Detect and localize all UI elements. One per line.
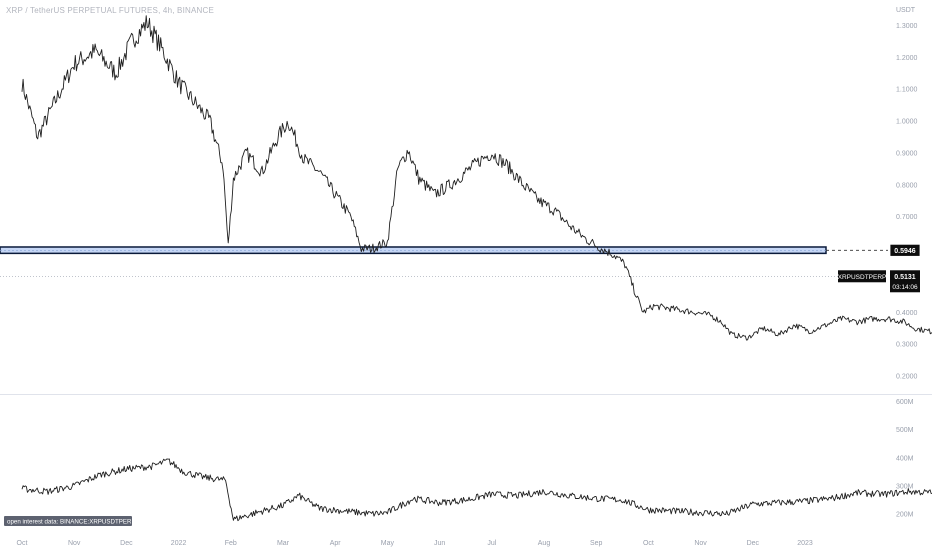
price-axis-tick-label: 1.3000 [896,23,918,30]
price-axis-tick-label: 0.2000 [896,374,918,381]
price-series-line [21,15,932,341]
price-axis-tick-label: 1.2000 [896,55,918,62]
time-axis-tick-label: Nov [68,540,81,547]
symbol-tag-label: XRPUSDTPERP [838,274,887,281]
oi-axis-tick-label: 400M [896,455,914,462]
time-axis-tick-label: Dec [747,540,760,547]
time-axis-tick-label: Apr [330,540,342,547]
time-axis-tick-label: Sep [590,540,603,547]
time-axis-tick-label: Feb [225,540,237,547]
current-price-tag-label: 0.5131 [894,274,916,281]
price-axis-tick-label: 0.3000 [896,342,918,349]
time-axis-tick-label: Oct [17,540,28,547]
overlay-layer: 0.5946 XRPUSDTPERP 0.5131 03:14:06 [838,243,921,293]
open-interest-legend-label: open interest data: BINANCE:XRPUSDTPERP_… [7,519,146,526]
time-axis-tick-label: 2022 [171,540,187,547]
price-axis-tick-label: 1.1000 [896,87,918,94]
current-price-tag: XRPUSDTPERP 0.5131 03:14:06 [838,270,920,293]
price-axis-tick-label: 1.0000 [896,119,918,126]
time-axis-tick-label: Aug [538,540,551,547]
level-price-tag: 0.5946 [889,243,921,257]
open-interest-legend-bg [4,516,132,526]
time-axis-tick-label: Dec [120,540,133,547]
oi-axis-tick-label: 200M [896,511,914,518]
price-axis-tick-label: 0.9000 [896,150,918,157]
price-axis-tick-label: 0.4000 [896,310,918,317]
level-price-tag-bg [889,243,921,257]
time-axis-tick-label: Jul [487,540,496,547]
price-chart[interactable] [0,15,932,341]
current-price-tag-bg [890,270,920,293]
price-axis-tick-label: 0.7000 [896,214,918,221]
time-axis-tick-label: May [381,540,395,547]
time-axis-tick-label: 2023 [797,540,813,547]
open-interest-series-line [21,458,932,522]
oi-axis-tick-label: 600M [896,399,914,406]
open-interest-chart[interactable]: open interest data: BINANCE:XRPUSDTPERP_… [4,411,932,526]
open-interest-legend: open interest data: BINANCE:XRPUSDTPERP_… [4,516,146,526]
level-price-tag-label: 0.5946 [894,248,916,255]
price-axis-tick-label: 0.8000 [896,182,918,189]
chart-title: XRP / TetherUS PERPETUAL FUTURES, 4h, BI… [6,6,215,15]
time-axis-tick-label: Oct [643,540,654,547]
oi-axis-tick-label: 300M [896,483,914,490]
time-axis-tick-label: Jun [434,540,445,547]
symbol-tag-bg [838,270,886,283]
countdown-label: 03:14:06 [892,284,918,291]
price-axis-currency: USDT [896,7,916,14]
time-axis-tick-label: Mar [277,540,290,547]
oi-axis-tick-label: 500M [896,427,914,434]
time-axis-tick-label: Nov [694,540,707,547]
